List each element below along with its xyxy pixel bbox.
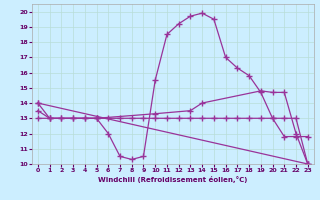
X-axis label: Windchill (Refroidissement éolien,°C): Windchill (Refroidissement éolien,°C) xyxy=(98,176,247,183)
